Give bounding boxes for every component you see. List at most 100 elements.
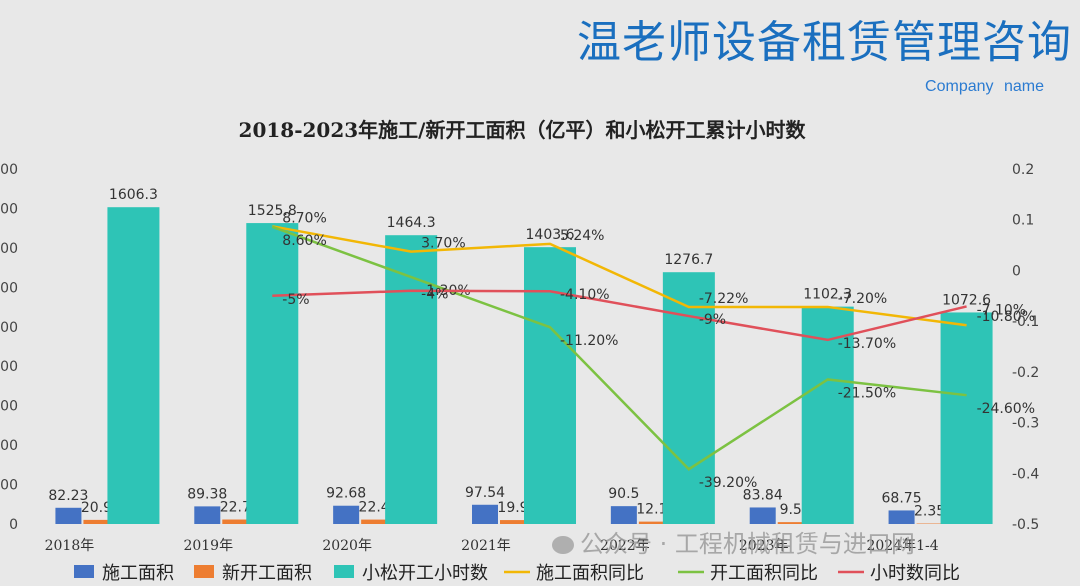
- category-label: 2023年: [739, 538, 789, 554]
- line-label: -9%: [699, 312, 726, 328]
- line-label: 5.24%: [560, 228, 604, 244]
- left-axis-tick: 1600: [0, 201, 18, 217]
- bar-3: [385, 235, 438, 524]
- bar-label: 1276.7: [664, 252, 713, 268]
- bar-label: 20.9: [81, 500, 112, 516]
- right-axis-tick: 0.1: [1012, 213, 1034, 229]
- left-axis-tick: 1400: [0, 241, 18, 257]
- legend-swatch: [334, 565, 354, 578]
- bar-2: [777, 522, 804, 524]
- bar-3: [940, 312, 993, 524]
- left-axis-tick: 600: [0, 399, 18, 415]
- wechat-icon: [552, 536, 574, 554]
- bar-1: [194, 506, 221, 524]
- line-label: -7.10%: [977, 302, 1027, 318]
- line-label: -10.80%: [977, 309, 1035, 325]
- watermark-text: 公众号 · 工程机械租赁与进口网: [580, 530, 915, 558]
- bar-1: [610, 506, 637, 524]
- bar-layer: 82.23 89.38 92.68 97.54 90.5 83.84 68.75 20.9 22…: [48, 187, 993, 524]
- bar-2: [361, 519, 388, 524]
- bar-label: 68.75: [882, 490, 922, 506]
- bar-label: 22.4: [359, 500, 390, 516]
- bar-label: 97.54: [465, 485, 505, 501]
- category-label: 2024年1-4: [866, 538, 938, 554]
- left-axis-tick: 400: [0, 438, 18, 454]
- bar-label: 9.5: [780, 502, 802, 518]
- bar-2: [222, 519, 249, 524]
- category-label: 2018年: [45, 538, 95, 554]
- left-axis-tick: 1000: [0, 320, 18, 336]
- bar-2: [500, 520, 526, 524]
- right-axis-tick: -0.1: [1012, 314, 1039, 330]
- legend-label: 新开工面积: [222, 563, 312, 584]
- bar-label: 90.5: [608, 486, 639, 502]
- legend-label: 开工面积同比: [710, 563, 818, 584]
- line-label: 8.60%: [282, 233, 326, 249]
- left-axis-tick: 800: [0, 359, 18, 375]
- bar-1: [333, 505, 360, 524]
- bar-3: [801, 306, 854, 524]
- bar-label: 19.9: [497, 500, 528, 516]
- line-label: -7.20%: [838, 291, 888, 307]
- line-layer: 8.70% 3.70% 5.24% -7.22% -7.20% -10.80% 8.60% -…: [271, 210, 1035, 491]
- series-line-1: [272, 225, 967, 327]
- category-label: 2021年: [461, 538, 511, 554]
- line-label: 8.70%: [282, 210, 326, 226]
- series-line-3: [272, 289, 967, 342]
- category-axis: 2018年 2019年 2020年 2021年 2022年 2023年 2024年1-4: [45, 538, 939, 554]
- line-label: -4.10%: [560, 287, 610, 303]
- category-label: 2020年: [322, 538, 372, 554]
- line-label: -21.50%: [838, 385, 896, 401]
- bar-2: [83, 519, 110, 524]
- line-label: -13.70%: [838, 336, 896, 352]
- bar-3: [246, 223, 299, 524]
- right-axis-tick: 0.2: [1012, 162, 1034, 178]
- right-axis-tick: -0.4: [1012, 466, 1039, 482]
- bar-1: [472, 504, 498, 524]
- legend-label: 小时数同比: [870, 563, 960, 584]
- bar-3: [107, 207, 160, 524]
- legend-label: 施工面积同比: [536, 563, 644, 584]
- left-axis-tick: 200: [0, 478, 18, 494]
- legend-swatch: [194, 565, 214, 578]
- left-axis-tick: 0: [9, 517, 18, 533]
- line-label: 3.70%: [421, 236, 465, 252]
- bar-label: 2.35: [914, 504, 945, 520]
- right-axis-tick: -0.5: [1012, 517, 1039, 533]
- bar-label: 83.84: [743, 487, 783, 503]
- right-axis: 0.2 0.1 0 -0.1 -0.2 -0.3 -0.4 -0.5: [1012, 162, 1039, 533]
- bar-label: 1072.6: [942, 292, 991, 308]
- watermark: 公众号 · 工程机械租赁与进口网: [552, 524, 915, 559]
- bar-label: 92.68: [326, 486, 366, 502]
- series-line-2: [271, 225, 967, 471]
- right-axis-tick: -0.3: [1012, 416, 1039, 432]
- category-label: 2022年: [600, 538, 650, 554]
- bar-label: 22.7: [220, 500, 251, 516]
- company-name: Company name: [925, 78, 1044, 95]
- bar-label: 82.23: [48, 488, 88, 504]
- line-label: -24.60%: [977, 401, 1035, 417]
- right-axis-tick: 0: [1012, 263, 1021, 279]
- line-label: -5%: [282, 292, 309, 308]
- right-axis-tick: -0.2: [1012, 365, 1039, 381]
- line-label: -39.20%: [699, 475, 757, 491]
- bar-1: [888, 510, 915, 524]
- bar-label: 1525.8: [248, 203, 297, 219]
- line-label: -4%: [421, 287, 448, 303]
- line-label: -11.20%: [560, 333, 618, 349]
- chart-title: 2018-2023年施工/新开工面积（亿平）和小松开工累计小时数: [239, 118, 807, 142]
- legend-label: 小松开工小时数: [362, 563, 488, 584]
- bar-1: [749, 507, 776, 524]
- left-axis-tick: 1200: [0, 280, 18, 296]
- bar-label: 12.1: [636, 502, 667, 518]
- left-axis-tick: 1800: [0, 162, 18, 178]
- legend: 施工面积 新开工面积 小松开工小时数 施工面积同比 开工面积同比 小时数同比: [74, 563, 960, 584]
- bar-label: 1464.3: [387, 215, 436, 231]
- bar-label: 1606.3: [109, 187, 158, 203]
- category-label: 2019年: [183, 538, 233, 554]
- brand-title: 温老师设备租赁管理咨询: [577, 17, 1072, 68]
- bar-label: 89.38: [187, 486, 227, 502]
- bar-2: [638, 521, 665, 524]
- line-label: -7.22%: [699, 291, 749, 307]
